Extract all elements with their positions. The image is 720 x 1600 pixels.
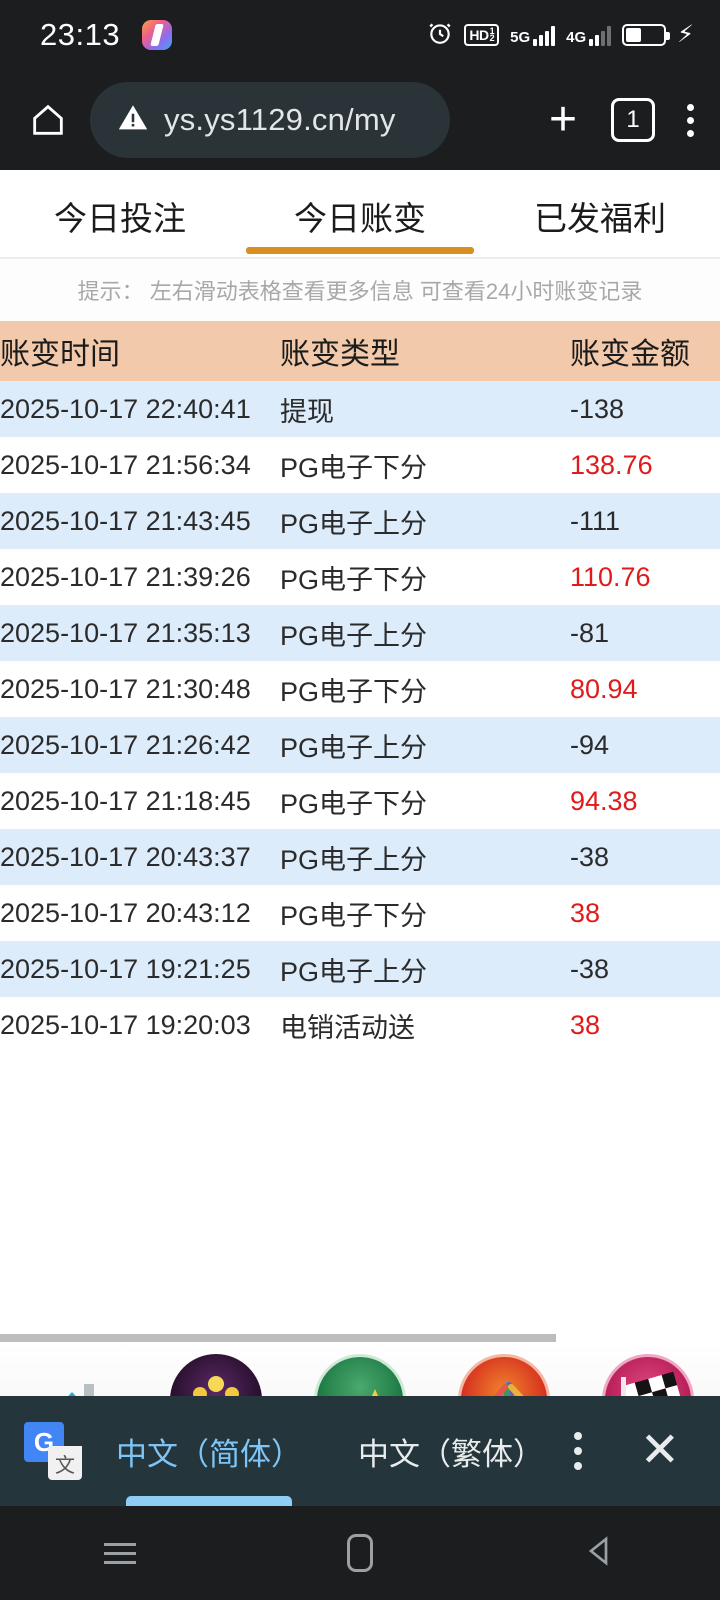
cell-amount: 94.38 [570, 785, 638, 816]
status-bar-icons: HD 1 2 5G 4G ⚡ [427, 20, 694, 51]
table-row: 2025-10-17 21:43:45 PG电子上分 -111 [0, 493, 720, 549]
translate-option-simplified[interactable]: 中文（简体） [116, 1396, 302, 1506]
kebab-menu-icon[interactable] [687, 103, 694, 137]
android-recents-button[interactable] [0, 1542, 240, 1564]
hd2-icon: HD 1 2 [464, 23, 500, 47]
column-header-amount: 账变金额 [570, 338, 690, 371]
cell-time: 2025-10-17 19:20:03 [0, 1009, 251, 1040]
cell-amount: -38 [570, 841, 610, 872]
android-navigation-bar [0, 1506, 720, 1600]
cell-time: 2025-10-17 21:39:26 [0, 561, 251, 592]
cell-amount: -38 [570, 953, 610, 984]
signal-4g-icon: 4G [566, 24, 612, 46]
table-row: 2025-10-17 21:18:45 PG电子下分 94.38 [0, 773, 720, 829]
tabs-divider [0, 257, 720, 259]
translate-logo-char: 文 [48, 1446, 82, 1480]
column-header-type: 账变类型 [280, 338, 400, 371]
cell-type: PG电子上分 [280, 844, 428, 875]
cell-type: PG电子下分 [280, 564, 428, 595]
warning-triangle-icon [116, 101, 150, 140]
alarm-icon [427, 20, 453, 51]
table-row: 2025-10-17 19:21:25 PG电子上分 -38 [0, 941, 720, 997]
cell-amount: 138.76 [570, 449, 653, 480]
battery-icon [622, 24, 671, 46]
cell-type: PG电子下分 [280, 676, 428, 707]
android-back-button[interactable] [480, 1533, 720, 1574]
charging-bolt-icon: ⚡ [677, 21, 694, 48]
status-bar-clock: 23:13 [40, 17, 121, 52]
table-row: 2025-10-17 20:43:37 PG电子上分 -38 [0, 829, 720, 885]
table-row: 2025-10-17 21:39:26 PG电子下分 110.76 [0, 549, 720, 605]
new-tab-button[interactable]: + [548, 93, 577, 146]
tip-text: 提示： 左右滑动表格查看更多信息 可查看24小时账变记录 [77, 279, 643, 304]
android-home-button[interactable] [240, 1534, 480, 1572]
cell-amount: 38 [570, 897, 601, 928]
table-row: 2025-10-17 21:35:13 PG电子上分 -81 [0, 605, 720, 661]
cell-amount: -138 [570, 393, 625, 424]
page-tabs: 今日投注 今日账变 已发福利 [0, 170, 720, 258]
cell-time: 2025-10-17 21:26:42 [0, 729, 251, 760]
cell-type: PG电子下分 [280, 788, 428, 819]
cell-amount: -81 [570, 617, 610, 648]
cell-type: PG电子下分 [280, 900, 428, 931]
google-translate-bar: G 文 中文（简体） 中文（繁体） ✕ [0, 1396, 720, 1506]
column-header-time: 账变时间 [0, 338, 120, 371]
cell-time: 2025-10-17 21:30:48 [0, 673, 251, 704]
cell-amount: 38 [570, 1009, 601, 1040]
transactions-table: 账变时间 账变类型 账变金额 2025-10-17 22:40:41 提现 -138… [0, 321, 720, 1053]
browser-toolbar: ys.ys1129.cn/my + 1 [0, 70, 720, 170]
table-row: 2025-10-17 20:43:12 PG电子下分 38 [0, 885, 720, 941]
table-header-row: 账变时间 账变类型 账变金额 [0, 321, 720, 381]
cell-time: 2025-10-17 21:18:45 [0, 785, 251, 816]
table-row: 2025-10-17 21:26:42 PG电子上分 -94 [0, 717, 720, 773]
cell-amount: -111 [570, 505, 621, 536]
cell-type: 电销活动送 [280, 1012, 415, 1043]
cell-type: PG电子上分 [280, 956, 428, 987]
home-icon [347, 1534, 373, 1572]
table-row: 2025-10-17 19:20:03 电销活动送 38 [0, 997, 720, 1053]
cell-time: 2025-10-17 21:56:34 [0, 449, 251, 480]
cell-time: 2025-10-17 21:35:13 [0, 617, 251, 648]
table-row: 2025-10-17 22:40:41 提现 -138 [0, 381, 720, 437]
signal-5g-icon: 5G [510, 24, 556, 46]
table-row: 2025-10-17 21:30:48 PG电子下分 80.94 [0, 661, 720, 717]
cell-time: 2025-10-17 22:40:41 [0, 393, 251, 424]
tab-issued-benefits[interactable]: 已发福利 [534, 200, 666, 237]
cell-type: PG电子下分 [280, 452, 428, 483]
cell-amount: 80.94 [570, 673, 638, 704]
table-horizontal-scrollbar[interactable] [0, 1334, 720, 1342]
back-icon [582, 1533, 618, 1574]
url-bar[interactable]: ys.ys1129.cn/my [90, 82, 450, 158]
cell-time: 2025-10-17 20:43:12 [0, 897, 251, 928]
cell-type: PG电子上分 [280, 508, 428, 539]
google-translate-icon: G 文 [24, 1422, 82, 1480]
tip-bar: 提示： 左右滑动表格查看更多信息 可查看24小时账变记录 [0, 259, 720, 321]
cell-time: 2025-10-17 19:21:25 [0, 953, 251, 984]
url-text: ys.ys1129.cn/my [164, 102, 396, 137]
cell-type: 提现 [280, 396, 334, 427]
translate-option-traditional[interactable]: 中文（繁体） [358, 1436, 544, 1472]
tab-today-transactions[interactable]: 今日账变 [240, 170, 480, 258]
tab-today-bets[interactable]: 今日投注 [54, 200, 186, 237]
cell-type: PG电子上分 [280, 620, 428, 651]
cell-amount: 110.76 [570, 561, 651, 592]
translate-kebab-menu-icon[interactable] [573, 1432, 582, 1470]
home-icon[interactable] [20, 92, 76, 148]
gallery-app-icon [142, 20, 173, 50]
recents-icon [104, 1542, 136, 1564]
cell-time: 2025-10-17 20:43:37 [0, 841, 251, 872]
cell-amount: -94 [570, 729, 610, 760]
status-bar: 23:13 HD 1 2 5G 4G ⚡ [0, 0, 720, 70]
table-row: 2025-10-17 21:56:34 PG电子下分 138.76 [0, 437, 720, 493]
cell-type: PG电子上分 [280, 732, 428, 763]
cell-time: 2025-10-17 21:43:45 [0, 505, 251, 536]
close-icon[interactable]: ✕ [639, 1424, 680, 1477]
tab-switcher-button[interactable]: 1 [611, 98, 655, 142]
